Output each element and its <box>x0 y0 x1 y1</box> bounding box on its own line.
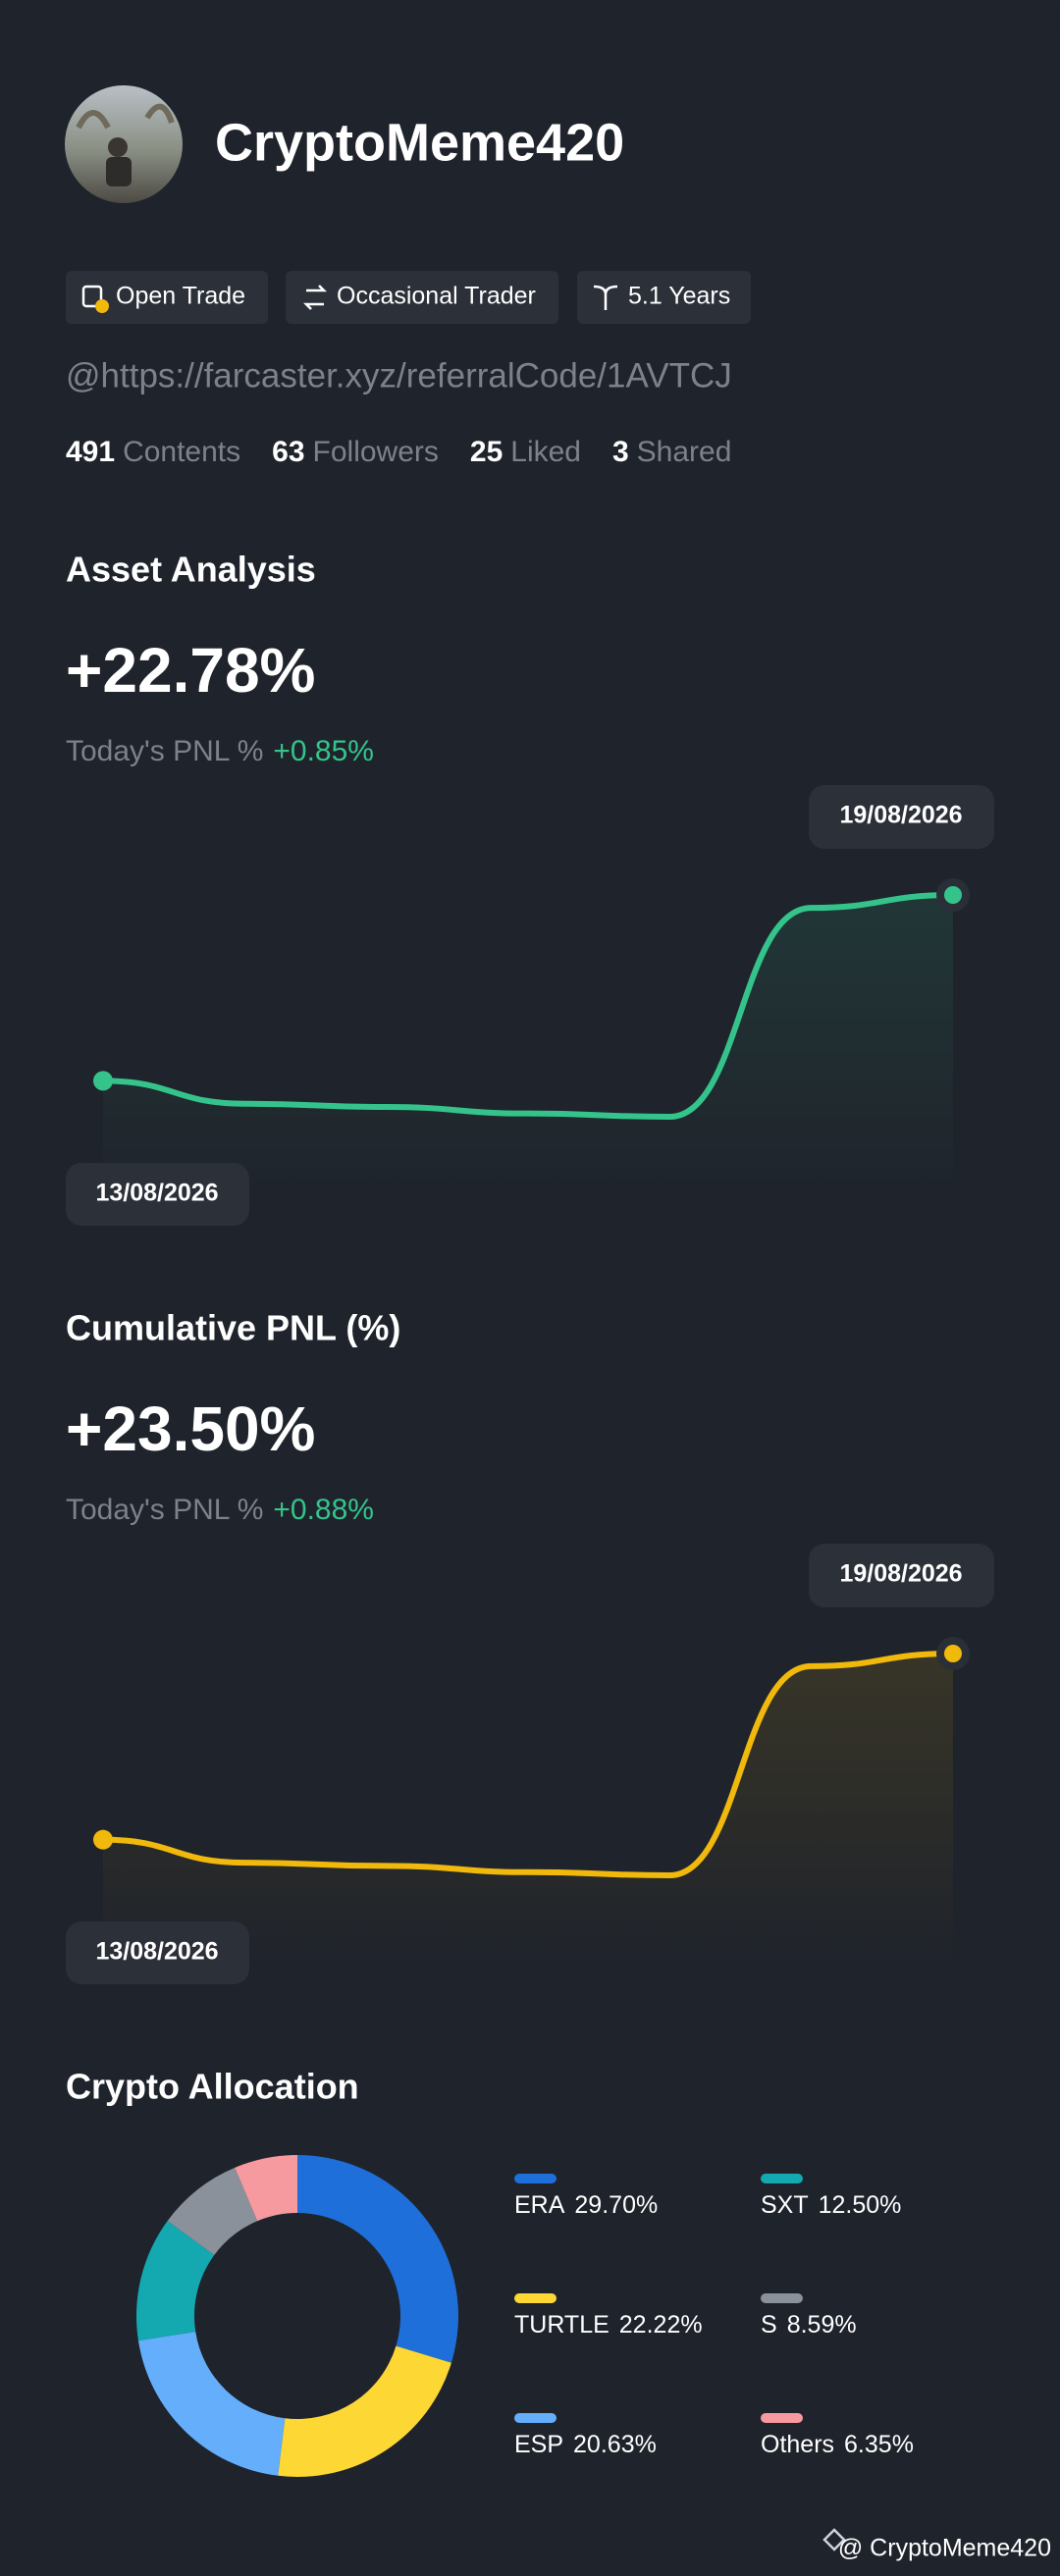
donut-segment <box>136 2221 215 2341</box>
pnl-value: +0.88% <box>273 1494 374 1526</box>
handle: @https://farcaster.xyz/referralCode/1AVT… <box>66 356 732 394</box>
tag: 5.1 Years <box>577 271 751 324</box>
stat-count: 3 <box>612 436 629 468</box>
line <box>100 1651 956 1879</box>
legend-entry: SXT 12.50% <box>761 2191 901 2219</box>
footer-text: @ CryptoMeme420 <box>838 2535 1051 2562</box>
end-dot <box>944 1645 962 1662</box>
date-badge <box>809 785 994 849</box>
donut-segment <box>297 2155 458 2363</box>
headline: +22.78% <box>66 635 315 706</box>
pnl-row: Today's PNL % +0.85% <box>66 735 374 767</box>
stats: 491 Contents 63 Followers 25 Liked 3 Shared <box>66 436 731 468</box>
stat-label: Followers <box>313 436 439 468</box>
legend-value: 29.70% <box>574 2191 658 2219</box>
legend-swatch <box>514 2413 556 2423</box>
legend-entry: TURTLE 22.22% <box>514 2311 703 2339</box>
pnl-row: Today's PNL % +0.88% <box>66 1494 374 1526</box>
footer: @ CryptoMeme420 <box>822 2528 1051 2562</box>
legend-value: 8.59% <box>787 2311 857 2339</box>
legend-swatch <box>514 2293 556 2303</box>
legend-value: 6.35% <box>844 2431 914 2458</box>
date-badge <box>66 1921 249 1984</box>
stat-count: 25 <box>470 436 503 468</box>
legend-value: 12.50% <box>819 2191 902 2219</box>
legend-name: S <box>761 2311 777 2339</box>
legend-entry: S 8.59% <box>761 2311 857 2339</box>
legend-swatch <box>761 2413 803 2423</box>
stat-count: 491 <box>66 436 115 468</box>
pnl-label: Today's PNL % <box>66 1494 263 1526</box>
date-label: 13/08/2026 <box>95 1938 218 1966</box>
tag: Occasional Trader <box>286 271 558 324</box>
line-area <box>103 1654 953 1966</box>
donut-segment <box>137 2332 286 2476</box>
legend-name: ERA <box>514 2191 565 2219</box>
date-label: 13/08/2026 <box>95 1180 218 1207</box>
legend-name: ESP <box>514 2431 563 2458</box>
user-name: CryptoMeme420 <box>215 113 624 172</box>
section-title: Asset Analysis <box>66 550 316 590</box>
headline: +23.50% <box>66 1393 315 1464</box>
date-badge <box>66 1163 249 1226</box>
date-label: 19/08/2026 <box>839 1560 962 1588</box>
tag-label: 5.1 Years <box>628 283 730 310</box>
line-area <box>103 895 953 1207</box>
section-title: Crypto Allocation <box>66 2067 359 2107</box>
avatar <box>65 85 183 203</box>
legend-name: SXT <box>761 2191 809 2219</box>
legend-name: Others <box>761 2431 834 2458</box>
legend-name: TURTLE <box>514 2311 610 2339</box>
stat-count: 63 <box>272 436 304 468</box>
tag-label: Open Trade <box>116 283 245 310</box>
stat-label: Shared <box>637 436 732 468</box>
donut-segment <box>167 2167 258 2255</box>
tag: Open Trade <box>66 271 268 324</box>
date-label: 19/08/2026 <box>839 802 962 829</box>
donut-segment <box>235 2155 297 2222</box>
legend-swatch <box>761 2174 803 2183</box>
pnl-value: +0.85% <box>273 735 374 767</box>
legend-entry: ERA 29.70% <box>514 2191 658 2219</box>
tag-label: Occasional Trader <box>337 283 536 310</box>
start-dot <box>93 1071 113 1091</box>
section-title: Cumulative PNL (%) <box>66 1308 400 1348</box>
end-dot <box>944 886 962 904</box>
legend-value: 22.22% <box>619 2311 703 2339</box>
line <box>100 892 956 1121</box>
stat-label: Contents <box>123 436 240 468</box>
legend-value: 20.63% <box>573 2431 657 2458</box>
legend-entry: Others 6.35% <box>761 2431 914 2458</box>
donut-segment <box>278 2345 451 2477</box>
start-dot <box>93 1829 113 1850</box>
legend-entry: ESP 20.63% <box>514 2431 657 2458</box>
legend-swatch <box>514 2174 556 2183</box>
legend-swatch <box>761 2293 803 2303</box>
pnl-label: Today's PNL % <box>66 735 263 767</box>
stat-label: Liked <box>510 436 581 468</box>
date-badge <box>809 1544 994 1607</box>
